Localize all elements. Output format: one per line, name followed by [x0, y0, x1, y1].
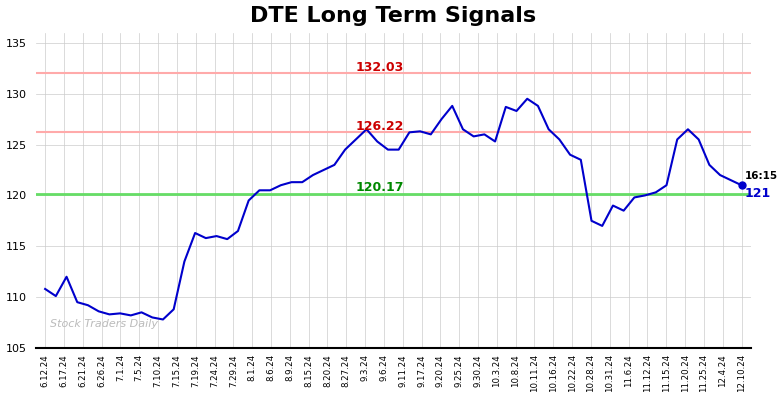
Text: Stock Traders Daily: Stock Traders Daily [50, 319, 158, 329]
Title: DTE Long Term Signals: DTE Long Term Signals [250, 6, 536, 25]
Text: 132.03: 132.03 [356, 60, 404, 74]
Text: 121: 121 [744, 187, 771, 201]
Text: 120.17: 120.17 [356, 181, 405, 194]
Text: 126.22: 126.22 [356, 119, 404, 133]
Text: 16:15: 16:15 [744, 171, 778, 181]
